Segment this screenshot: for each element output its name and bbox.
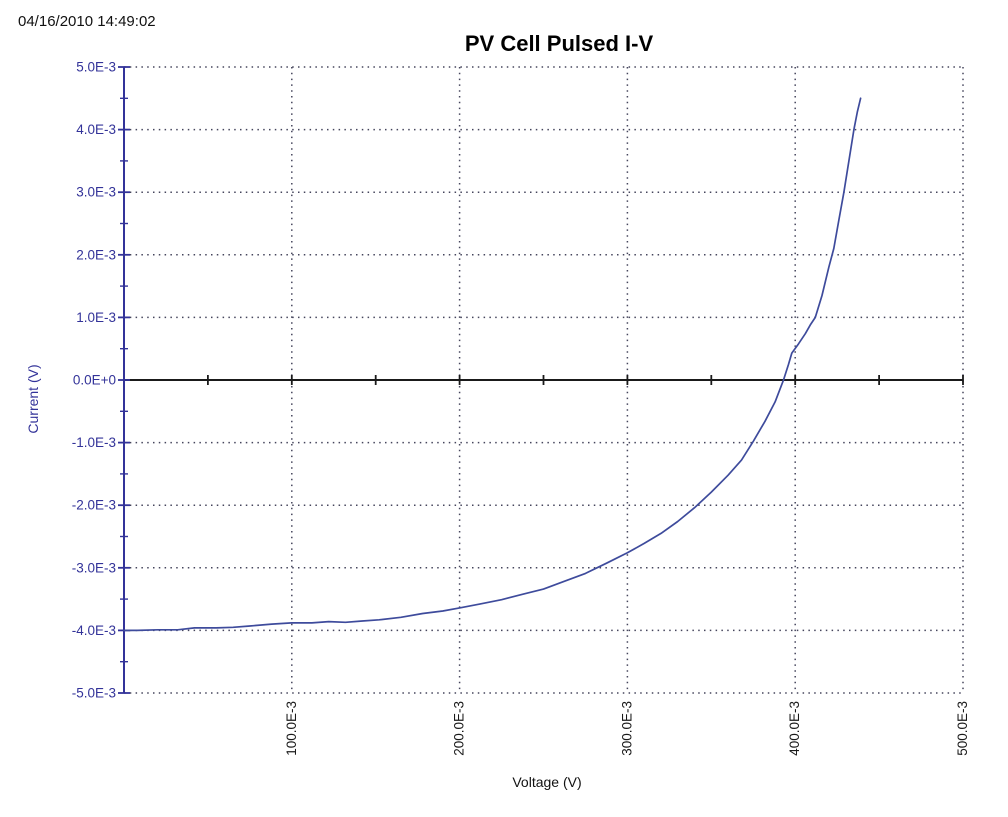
y-axis xyxy=(118,66,130,694)
svg-text:-1.0E-3: -1.0E-3 xyxy=(72,435,116,450)
y-axis-label: Current (V) xyxy=(25,364,41,434)
zero-line xyxy=(124,375,964,385)
svg-text:5.0E-3: 5.0E-3 xyxy=(76,60,116,75)
y-tick-labels: 5.0E-3 4.0E-3 3.0E-3 2.0E-3 1.0E-3 0.0E+0 -1.0… xyxy=(72,60,116,701)
svg-text:2.0E-3: 2.0E-3 xyxy=(76,247,116,262)
svg-text:-3.0E-3: -3.0E-3 xyxy=(72,560,116,575)
svg-text:100.0E-3: 100.0E-3 xyxy=(284,701,299,756)
svg-text:300.0E-3: 300.0E-3 xyxy=(619,701,634,756)
svg-text:1.0E-3: 1.0E-3 xyxy=(76,310,116,325)
svg-text:200.0E-3: 200.0E-3 xyxy=(452,701,467,756)
svg-text:500.0E-3: 500.0E-3 xyxy=(955,701,970,756)
x-tick-labels: 100.0E-3 200.0E-3 300.0E-3 400.0E-3 500.0E-3 xyxy=(284,701,970,756)
svg-text:400.0E-3: 400.0E-3 xyxy=(787,701,802,756)
svg-text:-4.0E-3: -4.0E-3 xyxy=(72,623,116,638)
x-axis-label: Voltage (V) xyxy=(512,774,582,790)
svg-text:3.0E-3: 3.0E-3 xyxy=(76,185,116,200)
svg-text:-5.0E-3: -5.0E-3 xyxy=(72,686,116,701)
chart-title: PV Cell Pulsed I-V xyxy=(464,31,654,56)
svg-text:0.0E+0: 0.0E+0 xyxy=(73,373,116,388)
grid-lines xyxy=(124,66,964,694)
iv-curve xyxy=(123,97,862,632)
timestamp: 04/16/2010 14:49:02 xyxy=(18,13,156,30)
svg-text:-2.0E-3: -2.0E-3 xyxy=(72,498,116,513)
svg-text:4.0E-3: 4.0E-3 xyxy=(76,122,116,137)
